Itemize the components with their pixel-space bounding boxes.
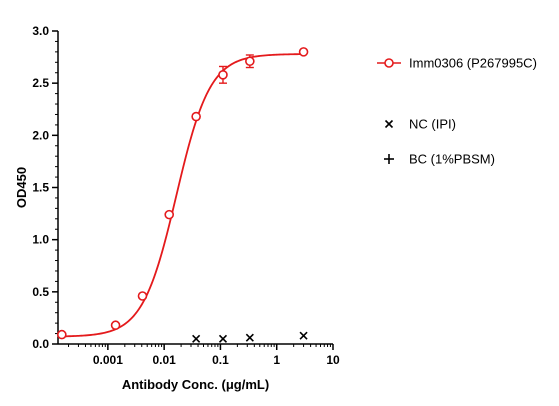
data-point bbox=[137, 291, 148, 301]
data-point bbox=[164, 209, 175, 220]
data-point bbox=[218, 70, 228, 80]
x-marker-stroke bbox=[299, 331, 308, 340]
legend-item: NC (IPI) bbox=[384, 117, 456, 132]
y-tick-label: 0.0 bbox=[32, 337, 49, 351]
data-point bbox=[110, 320, 121, 331]
fit-curve bbox=[57, 53, 306, 338]
fit-curves bbox=[57, 53, 306, 338]
x-marker-stroke bbox=[218, 334, 228, 343]
data-point bbox=[299, 331, 308, 340]
y-axis-label: OD450 bbox=[14, 167, 29, 208]
legend-marker bbox=[384, 154, 394, 164]
data-point bbox=[192, 334, 201, 343]
y-tick-label: 3.0 bbox=[32, 24, 49, 38]
x-axis-label: Antibody Conc. (μg/mL) bbox=[122, 377, 269, 392]
legend-marker bbox=[384, 58, 394, 68]
x-marker-stroke bbox=[245, 333, 254, 342]
y-tick-label: 2.0 bbox=[32, 128, 49, 142]
data-point bbox=[191, 111, 201, 122]
data-point bbox=[57, 329, 67, 340]
data-point bbox=[218, 334, 228, 343]
axes bbox=[57, 31, 333, 345]
x-tick-label: 0.001 bbox=[93, 353, 123, 367]
x-marker-stroke bbox=[384, 119, 394, 129]
y-tick-label: 0.5 bbox=[32, 285, 49, 299]
y-ticks: 0.0 0.5 1.0 1.5 2.0 2.5 3.0 bbox=[32, 24, 58, 351]
legend-item: Imm0306 (P267995C) bbox=[377, 56, 537, 71]
x-tick-label: 1 bbox=[273, 353, 280, 367]
legend-label: NC (IPI) bbox=[409, 117, 456, 132]
legend-marker bbox=[384, 119, 394, 129]
data-point bbox=[245, 56, 255, 67]
legend: Imm0306 (P267995C) NC (IPI) BC (1%PBSM) bbox=[377, 56, 537, 167]
y-tick-label: 1.5 bbox=[32, 181, 49, 195]
y-tick-label: 1.0 bbox=[32, 233, 49, 247]
data-point bbox=[298, 47, 309, 57]
legend-label: Imm0306 (P267995C) bbox=[409, 56, 537, 71]
x-tick-label: 10 bbox=[326, 353, 340, 367]
markers bbox=[57, 47, 309, 343]
legend-label: BC (1%PBSM) bbox=[409, 152, 495, 167]
x-marker-stroke bbox=[192, 334, 201, 343]
x-tick-label: 0.01 bbox=[152, 353, 176, 367]
y-tick-label: 2.5 bbox=[32, 76, 49, 90]
data-point bbox=[245, 333, 254, 342]
x-ticks: 0.001 0.01 0.1 1 10 bbox=[68, 344, 340, 367]
x-tick-label: 0.1 bbox=[212, 353, 229, 367]
legend-item: BC (1%PBSM) bbox=[384, 152, 495, 167]
